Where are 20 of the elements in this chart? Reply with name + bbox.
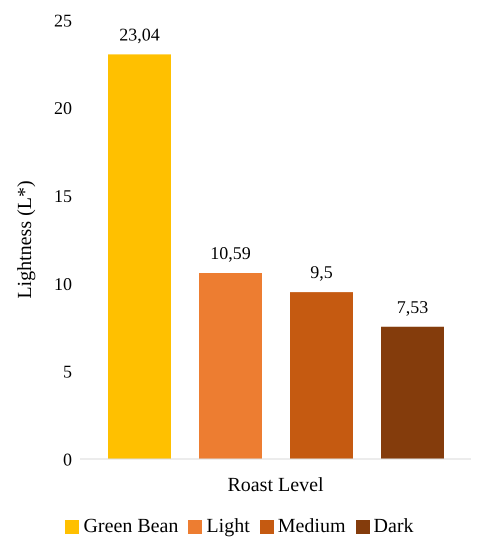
legend-label: Light: [206, 515, 250, 537]
y-tick-label: 0: [63, 449, 72, 470]
data-label: 7,53: [396, 296, 428, 317]
y-tick-label: 5: [63, 362, 72, 382]
bar: [381, 326, 444, 459]
y-tick-label: 15: [54, 186, 72, 206]
y-tick-label: 20: [54, 98, 72, 118]
y-tick-label: 25: [54, 10, 72, 30]
legend-label: Dark: [374, 515, 414, 537]
y-axis-title: Lightness (L*): [14, 180, 36, 299]
legend-label: Medium: [278, 515, 346, 537]
bar: [199, 273, 262, 459]
y-tick-label: 10: [54, 274, 72, 294]
legend-label: Green Bean: [83, 515, 178, 537]
bar: [108, 54, 171, 459]
data-label: 10,59: [210, 243, 251, 264]
data-label: 23,04: [119, 24, 160, 44]
data-label: 9,5: [310, 262, 333, 282]
x-axis-title: Roast Level: [227, 474, 324, 496]
bar: [290, 292, 353, 459]
